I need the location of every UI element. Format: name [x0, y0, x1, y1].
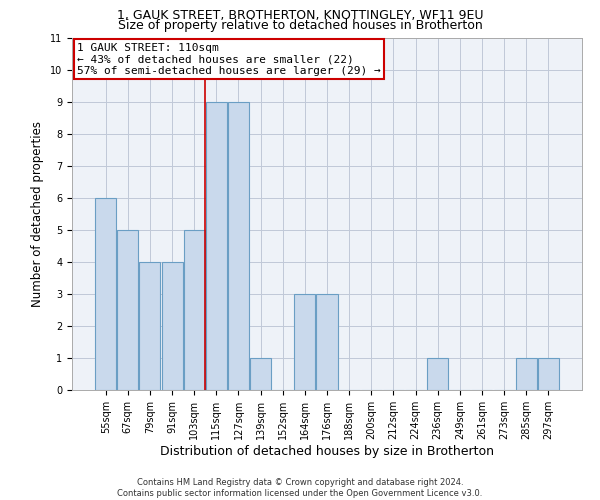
Bar — [118, 230, 139, 390]
Bar — [161, 262, 182, 390]
Bar — [538, 358, 559, 390]
X-axis label: Distribution of detached houses by size in Brotherton: Distribution of detached houses by size … — [160, 444, 494, 458]
Bar — [184, 230, 205, 390]
Text: 1, GAUK STREET, BROTHERTON, KNOTTINGLEY, WF11 9EU: 1, GAUK STREET, BROTHERTON, KNOTTINGLEY,… — [117, 9, 483, 22]
Text: 1 GAUK STREET: 110sqm
← 43% of detached houses are smaller (22)
57% of semi-deta: 1 GAUK STREET: 110sqm ← 43% of detached … — [77, 43, 381, 76]
Text: Size of property relative to detached houses in Brotherton: Size of property relative to detached ho… — [118, 19, 482, 32]
Bar — [95, 198, 116, 390]
Bar — [250, 358, 271, 390]
Bar — [206, 102, 227, 390]
Bar — [316, 294, 338, 390]
Bar — [139, 262, 160, 390]
Bar — [228, 102, 249, 390]
Text: Contains HM Land Registry data © Crown copyright and database right 2024.
Contai: Contains HM Land Registry data © Crown c… — [118, 478, 482, 498]
Bar — [295, 294, 316, 390]
Bar — [515, 358, 536, 390]
Y-axis label: Number of detached properties: Number of detached properties — [31, 120, 44, 306]
Bar — [427, 358, 448, 390]
